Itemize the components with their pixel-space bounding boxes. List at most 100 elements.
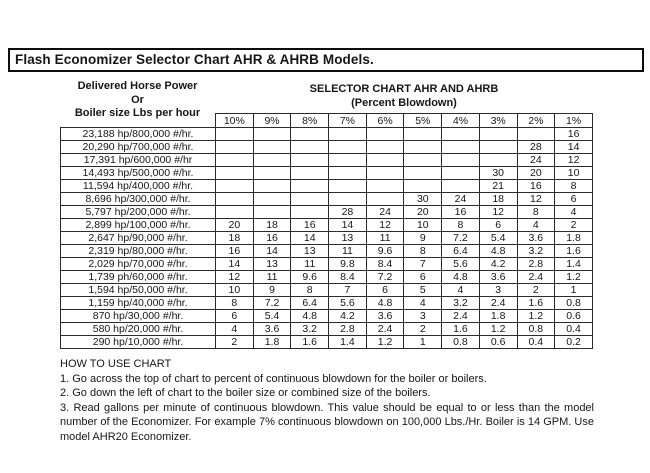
gpm-value-cell: 3 [478, 283, 518, 297]
gpm-value-cell: 14 [290, 231, 330, 245]
gpm-value-cell: 28 [516, 140, 556, 154]
row-label: 1,594 hp/50,000 #/hr. [60, 283, 216, 297]
gpm-value-cell [290, 192, 330, 206]
gpm-value-cell: 13 [328, 231, 367, 245]
column-header-5pct: 5% [403, 113, 443, 128]
table-row: 1,159 hp/40,000 #/hr. 8 7.2 6.4 5.6 4.8 4 3.2 2.… [60, 296, 593, 310]
gpm-value-cell: 1.4 [554, 257, 593, 271]
table-row: 580 hp/20,000 #/hr. 4 3.6 3.2 2.8 2.4 2 1.6 1.2 0… [60, 322, 593, 336]
column-header-3pct: 3% [478, 113, 518, 128]
gpm-value-cell: 5.4 [478, 231, 518, 245]
column-axis-header-line2: (Percent Blowdown) [351, 96, 457, 109]
gpm-value-cell [478, 127, 518, 141]
gpm-value-cell: 8 [290, 283, 330, 297]
gpm-value-cell: 3.2 [290, 322, 330, 336]
gpm-value-cell: 16 [252, 231, 292, 245]
gpm-value-cell: 20 [215, 218, 254, 232]
gpm-value-cell: 2.4 [516, 270, 556, 284]
gpm-value-cell [365, 127, 405, 141]
gpm-value-cell: 8 [554, 179, 593, 193]
table-row: 1,594 hp/50,000 #/hr. 10 9 8 7 6 5 4 3 2 1 [60, 283, 593, 297]
gpm-value-cell [403, 179, 443, 193]
gpm-value-cell [403, 166, 443, 180]
selector-table: 10% 9% 8% 7% 6% 5% 4% 3% 2% 1% 23,188 hp/800,000 … [60, 113, 593, 349]
gpm-value-cell: 2 [554, 218, 593, 232]
gpm-value-cell: 10 [215, 283, 254, 297]
row-axis-header-line2: Or [131, 93, 144, 106]
gpm-value-cell: 6 [403, 270, 443, 284]
gpm-value-cell: 9 [403, 231, 443, 245]
gpm-value-cell: 1.4 [328, 335, 367, 349]
gpm-value-cell [215, 192, 254, 206]
gpm-value-cell: 3.6 [365, 309, 405, 323]
gpm-value-cell: 20 [516, 166, 556, 180]
gpm-value-cell: 6 [215, 309, 254, 323]
gpm-value-cell: 11 [252, 270, 292, 284]
gpm-value-cell: 9 [252, 283, 292, 297]
gpm-value-cell: 7.2 [252, 296, 292, 310]
gpm-value-cell [252, 166, 292, 180]
row-label: 2,647 hp/90,000 #/hr. [60, 231, 216, 245]
gpm-value-cell: 5.4 [252, 309, 292, 323]
table-row: 8,696 hp/300,000 #/hr. 30 24 18 12 6 [60, 192, 593, 206]
gpm-value-cell [215, 153, 254, 167]
gpm-value-cell: 4.2 [478, 257, 518, 271]
gpm-value-cell [290, 140, 330, 154]
column-axis-header-line1: SELECTOR CHART AHR AND AHRB [309, 83, 499, 95]
table-header-row: 10% 9% 8% 7% 6% 5% 4% 3% 2% 1% [61, 113, 593, 128]
gpm-value-cell: 4 [215, 322, 254, 336]
gpm-value-cell [478, 140, 518, 154]
row-axis-header: Delivered Horse Power Or Boiler size Lbs… [60, 80, 215, 121]
gpm-value-cell: 11 [365, 231, 405, 245]
selector-table-head: 10% 9% 8% 7% 6% 5% 4% 3% 2% 1% [61, 113, 593, 128]
row-label: 1,159 hp/40,000 #/hr. [60, 296, 216, 310]
table-row: 2,647 hp/90,000 #/hr. 18 16 14 13 11 9 7.2 5.4 3.… [60, 231, 593, 245]
table-row: 17,391 hp/600,000 #/hr 24 12 [60, 153, 593, 167]
row-axis-header-line1: Delivered Horse Power [77, 80, 198, 92]
column-header-10pct: 10% [215, 113, 254, 128]
gpm-value-cell [252, 205, 292, 219]
gpm-value-cell [516, 127, 556, 141]
row-label: 5,797 hp/200,000 #/hr. [60, 205, 216, 219]
gpm-value-cell: 6 [365, 283, 405, 297]
gpm-value-cell: 12 [215, 270, 254, 284]
gpm-value-cell: 8 [403, 244, 443, 258]
gpm-value-cell: 4.8 [290, 309, 330, 323]
gpm-value-cell: 0.6 [554, 309, 593, 323]
gpm-value-cell: 12 [478, 205, 518, 219]
gpm-value-cell: 1.2 [516, 309, 556, 323]
gpm-value-cell [441, 179, 480, 193]
column-header-1pct: 1% [554, 113, 593, 128]
gpm-value-cell: 4.2 [328, 309, 367, 323]
gpm-value-cell: 18 [252, 218, 292, 232]
table-row: 2,029 hp/70,000 #/hr. 14 13 11 9.8 8.4 7 5.6 4.2… [60, 257, 593, 271]
gpm-value-cell: 2.8 [328, 322, 367, 336]
gpm-value-cell: 18 [215, 231, 254, 245]
gpm-value-cell [365, 166, 405, 180]
gpm-value-cell [215, 205, 254, 219]
gpm-value-cell [328, 127, 367, 141]
row-label: 23,188 hp/800,000 #/hr. [60, 127, 216, 141]
gpm-value-cell [215, 140, 254, 154]
gpm-value-cell: 4 [403, 296, 443, 310]
gpm-value-cell [328, 140, 367, 154]
gpm-value-cell [252, 140, 292, 154]
gpm-value-cell: 13 [290, 244, 330, 258]
instructions-block: HOW TO USE CHART 1. Go across the top of… [60, 357, 594, 445]
gpm-value-cell: 16 [290, 218, 330, 232]
table-row: 2,319 hp/80,000 #/hr. 16 14 13 11 9.6 8 6.4 4.8 3… [60, 244, 593, 258]
gpm-value-cell [290, 179, 330, 193]
gpm-value-cell [252, 153, 292, 167]
column-header-7pct: 7% [328, 113, 367, 128]
gpm-value-cell: 6 [554, 192, 593, 206]
gpm-value-cell: 0.8 [516, 322, 556, 336]
gpm-value-cell: 5.6 [328, 296, 367, 310]
table-row: 290 hp/10,000 #/hr. 2 1.8 1.6 1.4 1.2 1 0.8 0.6 0… [60, 335, 593, 349]
gpm-value-cell [365, 192, 405, 206]
gpm-value-cell [215, 166, 254, 180]
gpm-value-cell: 14 [554, 140, 593, 154]
gpm-value-cell: 0.6 [478, 335, 518, 349]
row-label: 290 hp/10,000 #/hr. [60, 335, 216, 349]
gpm-value-cell [328, 192, 367, 206]
